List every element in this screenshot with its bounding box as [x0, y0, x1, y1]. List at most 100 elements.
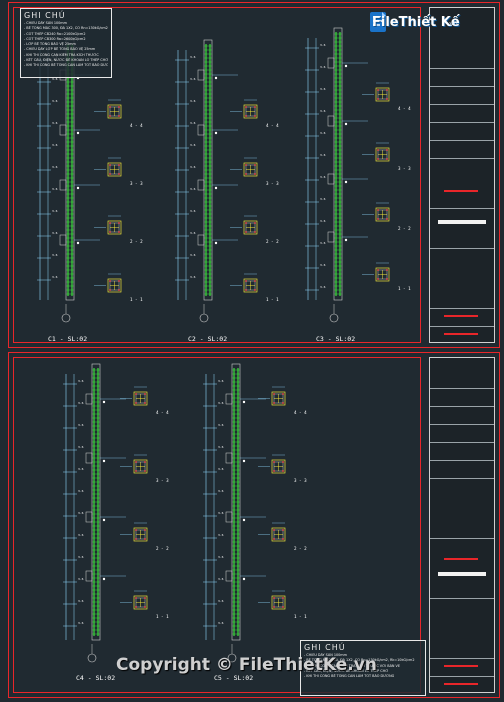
col-c3-marker [344, 238, 348, 242]
col-c1-section-box [107, 162, 122, 177]
col-c2-dim-text: 3.6 [190, 275, 196, 279]
col-c5-dim-text: 3.6 [218, 379, 224, 383]
col-c4-section-bar [144, 393, 146, 395]
col-c2-marker [214, 76, 218, 80]
col-c3-section-bar [377, 89, 379, 91]
col-c1-section-bar [109, 280, 111, 282]
col-c3-section-core [377, 149, 388, 160]
col-c3-section-bar [377, 209, 379, 211]
col-c2-section-box [243, 162, 258, 177]
col-c1-dim-text: 3.6 [52, 77, 58, 81]
col-c3-column-outline [333, 27, 343, 301]
col-c2-section-bar [254, 106, 256, 108]
col-c3-section-bar [386, 218, 388, 220]
col-c1-section-core [109, 106, 120, 117]
column-label-c1: C1 - SL:02 [48, 335, 88, 343]
col-c4-section-bar [144, 402, 146, 404]
col-c2-dim-text: 3.6 [190, 99, 196, 103]
col-c5-dim-text: 3.6 [218, 599, 224, 603]
col-c3-section-bar [386, 158, 388, 160]
col-c1-dim-text: 3.6 [52, 275, 58, 279]
col-c3-section-bar [377, 278, 379, 280]
note-line: - CHIỀU DÀY SÀN 100mm [304, 653, 347, 657]
col-c3-section-label: 2 - 2 [398, 226, 411, 231]
col-c3-section-bar [377, 218, 379, 220]
col-c1-section-label: 2 - 2 [130, 239, 143, 244]
col-c2-section-bar [254, 115, 256, 117]
col-c5-section-core [273, 461, 284, 472]
notes-box-bottom: GHI CHÚ - CHIỀU DÀY SÀN 100mm - BÊ TÔNG M… [300, 640, 426, 696]
col-c1-section-box [107, 278, 122, 293]
col-c3-dim-text: 3.6 [320, 65, 326, 69]
column-label-c5: C5 - SL:02 [214, 674, 254, 682]
col-c3-section-bar [386, 149, 388, 151]
col-c2-section-label: 4 - 4 [266, 123, 279, 128]
col-c4-section-bar [135, 529, 137, 531]
logo-domain: .vn [447, 20, 458, 28]
col-c2-beam [197, 234, 205, 246]
col-c4-section-bar [135, 393, 137, 395]
col-c4-section-label: 4 - 4 [156, 410, 169, 415]
col-c2-section-bar [245, 289, 247, 291]
col-c4-section-box [133, 459, 148, 474]
col-c1-section-bar [118, 280, 120, 282]
col-c3-dim-text: 3.6 [320, 219, 326, 223]
drawing-area-top[interactable] [13, 7, 421, 343]
col-c3-dim-text: 3.6 [320, 109, 326, 113]
col-c3-section-box [375, 87, 390, 102]
col-c3-section-bar [386, 269, 388, 271]
col-c5-section-box [271, 459, 286, 474]
col-c1-dim-text: 3.6 [52, 121, 58, 125]
col-c2-beam [197, 179, 205, 191]
col-c5-section-bar [282, 393, 284, 395]
col-c1-axis-bubble [61, 313, 71, 323]
col-c2-section-bar [254, 164, 256, 166]
col-c1-section-label: 4 - 4 [130, 123, 143, 128]
col-c4-section-box [133, 527, 148, 542]
note-line: - KẾT CẤU, ĐIỆN, NƯỚC ĐỂ KHOAN LỖ THÉP C… [304, 668, 389, 673]
note-line: - KHI THI CÔNG BÊ TÔNG CẦN LÀM TỐT BẢO D… [304, 674, 395, 679]
col-c5-beam [225, 393, 233, 405]
title-block-top [429, 7, 495, 343]
note-line: - KHI THI CÔNG CẦN KIỂM TRA KÍCH THƯỚC V… [304, 663, 400, 668]
col-c3-section-bar [386, 89, 388, 91]
col-c5-section-bar [282, 461, 284, 463]
col-c3-section-label: 1 - 1 [398, 286, 411, 291]
drawing-sheet-top[interactable] [8, 2, 500, 348]
col-c3-beam [327, 231, 335, 243]
col-c3-dim-text: 3.6 [320, 197, 326, 201]
col-c4-section-box [133, 391, 148, 406]
col-c1-section-bar [109, 164, 111, 166]
col-c3-section-label: 4 - 4 [398, 106, 411, 111]
col-c5-section-bar [282, 470, 284, 472]
col-c1-section-core [109, 280, 120, 291]
col-c2-section-bar [245, 222, 247, 224]
col-c2-dim-text: 3.6 [190, 121, 196, 125]
col-c5-section-core [273, 393, 284, 404]
col-c1-section-bar [109, 115, 111, 117]
notes-box-top: GHI CHÚ - CHIỀU DÀY SÀN 100mm - BÊ TÔNG M… [20, 8, 112, 78]
col-c4-section-bar [144, 538, 146, 540]
col-c4-section-box [133, 595, 148, 610]
drawing-area-bottom[interactable] [13, 357, 421, 693]
col-c4-section-label: 3 - 3 [156, 478, 169, 483]
col-c2-section-bar [245, 115, 247, 117]
notes-title: GHI CHÚ [24, 11, 66, 20]
col-c1-marker [76, 241, 80, 245]
col-c1-section-label: 3 - 3 [130, 181, 143, 186]
col-c4-marker [102, 518, 106, 522]
col-c3-section-box [375, 267, 390, 282]
col-c4-section-label: 2 - 2 [156, 546, 169, 551]
col-c4-section-label: 1 - 1 [156, 614, 169, 619]
col-c4-marker [102, 400, 106, 404]
col-c2-dim-text: 3.6 [190, 77, 196, 81]
col-c1-section-core [109, 222, 120, 233]
title-block-bottom [429, 357, 495, 693]
col-c2-dim-text: 3.6 [190, 55, 196, 59]
col-c5-section-box [271, 391, 286, 406]
col-c4-section-bar [135, 470, 137, 472]
col-c5-dim-text: 3.6 [218, 533, 224, 537]
col-c2-marker [214, 131, 218, 135]
col-c1-beam [59, 124, 67, 136]
drawing-sheet-bottom[interactable] [8, 352, 500, 698]
